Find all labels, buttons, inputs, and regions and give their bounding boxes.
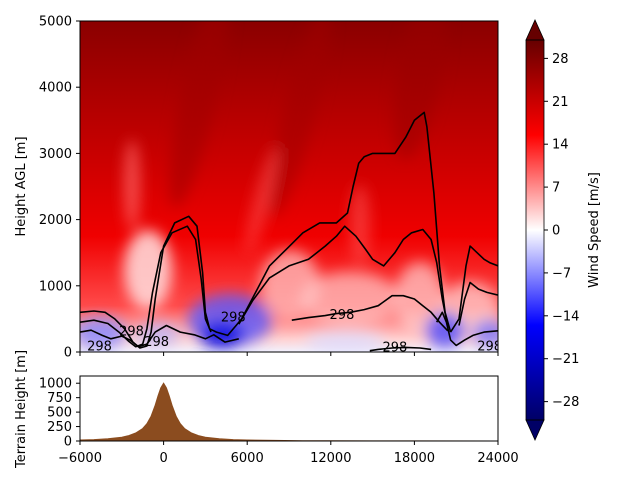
wind-y-tick-label: 1000 bbox=[39, 279, 72, 294]
contour-line bbox=[240, 111, 452, 333]
light-streak bbox=[245, 146, 279, 254]
contour-line bbox=[436, 311, 498, 347]
contour-line bbox=[80, 324, 239, 348]
wind-ylabel: Height AGL [m] bbox=[14, 136, 29, 236]
colorbar-tick-label: 21 bbox=[552, 95, 569, 110]
terrain-x-tick-label: 6000 bbox=[231, 451, 264, 466]
colorbar-extend-bottom bbox=[525, 419, 545, 441]
wind-y-tick-label: 5000 bbox=[39, 15, 72, 30]
terrain-x-tick-label: 12000 bbox=[310, 451, 351, 466]
colorbar-gradient bbox=[526, 40, 544, 420]
contour-line bbox=[238, 225, 449, 327]
contour-label: 298 bbox=[144, 335, 169, 350]
pale-region bbox=[300, 272, 400, 328]
contour-label: 298 bbox=[87, 340, 112, 355]
colorbar-tick-label: −28 bbox=[552, 395, 579, 410]
contour-label: 298 bbox=[119, 324, 144, 339]
wind-y-tick-label: 0 bbox=[64, 346, 72, 361]
terrain-y-tick-label: 250 bbox=[47, 420, 72, 435]
colorbar-tick-label: 14 bbox=[552, 138, 569, 153]
light-streak bbox=[124, 140, 140, 230]
colorbar-tick-label: 28 bbox=[552, 52, 569, 67]
colorbar-tick-label: −7 bbox=[552, 266, 571, 281]
colorbar-tick-label: 0 bbox=[552, 224, 560, 239]
terrain-y-tick-label: 750 bbox=[47, 391, 72, 406]
terrain-x-axis: −6000 0 6000 12000 18000 24000 bbox=[58, 441, 519, 466]
colorbar-tick-label: 7 bbox=[552, 181, 560, 196]
dark-streak bbox=[169, 21, 231, 208]
wind-y-tick-label: 2000 bbox=[39, 213, 72, 228]
terrain-x-tick-label: 18000 bbox=[394, 451, 435, 466]
terrain-ylabel: Terrain Height [m] bbox=[14, 350, 29, 469]
blue-region bbox=[305, 332, 385, 352]
contour-lines bbox=[80, 111, 498, 352]
terrain-x-tick-label: 0 bbox=[159, 451, 167, 466]
colorbar-extend-top bbox=[525, 19, 545, 41]
contour-label: 298 bbox=[330, 308, 355, 323]
wind-field-features bbox=[80, 21, 498, 352]
terrain-y-tick-label: 1000 bbox=[39, 377, 72, 392]
light-streak bbox=[350, 185, 370, 265]
contour-label: 298 bbox=[221, 311, 246, 326]
contour-line bbox=[80, 225, 212, 348]
colorbar-label: Wind Speed [m/s] bbox=[587, 172, 602, 288]
contour-label: 298 bbox=[382, 340, 407, 355]
wind-y-axis: 0 1000 2000 3000 4000 5000 bbox=[39, 15, 80, 361]
blue-region bbox=[472, 319, 498, 347]
terrain-x-tick-label: −6000 bbox=[58, 451, 102, 466]
contour-line bbox=[291, 294, 449, 332]
colorbar-ticks: 28 21 14 7 0 −7 −14 −21 −28 bbox=[544, 52, 579, 410]
colorbar: 28 21 14 7 0 −7 −14 −21 −28 Wind Speed [m/s] bbox=[525, 19, 602, 441]
dark-streak bbox=[269, 21, 331, 217]
wind-y-tick-label: 4000 bbox=[39, 81, 72, 96]
wind-panel-frame bbox=[79, 20, 499, 353]
contour-line bbox=[449, 245, 498, 333]
terrain-panel-frame bbox=[79, 375, 499, 442]
terrain-y-tick-label: 0 bbox=[64, 435, 72, 450]
blue-region bbox=[80, 317, 126, 349]
contour-line bbox=[458, 281, 498, 326]
blue-region bbox=[425, 312, 465, 348]
pale-region bbox=[124, 230, 172, 310]
colorbar-tick-label: −21 bbox=[552, 352, 579, 367]
wind-y-tick-label: 3000 bbox=[39, 147, 72, 162]
wind-x-ticks bbox=[79, 352, 499, 356]
colorbar-tick-label: −14 bbox=[552, 309, 579, 324]
contour-label: 298 bbox=[477, 340, 502, 355]
terrain-y-tick-label: 500 bbox=[47, 406, 72, 421]
terrain-x-tick-label: 24000 bbox=[477, 451, 518, 466]
contour-line bbox=[369, 346, 432, 352]
dark-streak bbox=[393, 21, 447, 159]
terrain-area bbox=[80, 382, 498, 441]
